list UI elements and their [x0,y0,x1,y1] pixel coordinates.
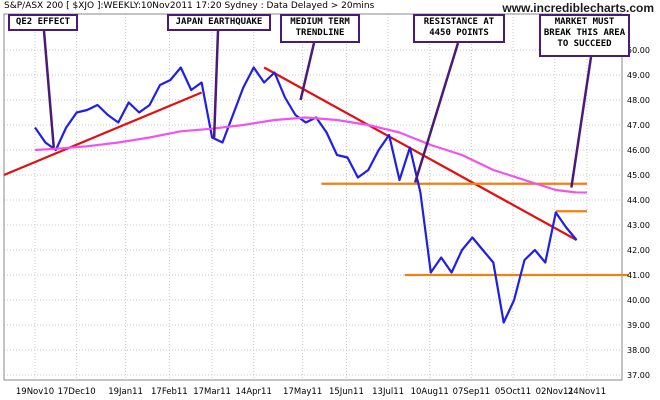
grid [4,14,622,380]
annotation-connectors [42,30,593,188]
y-tick-label: 44.00 [627,196,650,205]
trend-line [263,66,578,241]
trend-line [3,91,203,177]
x-tick-label: 24Nov11 [568,387,606,397]
y-tick-label: 45.00 [627,171,650,180]
y-tick-label: 40.00 [627,296,650,305]
x-tick-label: 14Apr11 [236,387,272,397]
x-tick-label: 17Mar11 [193,387,231,397]
y-tick-label: 42.00 [627,246,650,255]
x-tick-label: 19Nov10 [16,387,54,397]
x-tick-label: 17Dec10 [58,387,96,397]
annotation-connector [570,56,593,188]
reference-lines [3,66,629,277]
series-layer [34,66,578,324]
x-tick-label: 02Nov11 [536,387,574,397]
x-tick-label: 07Sep11 [453,387,491,397]
annotation-trendline: MEDIUM TERM TRENDLINE [280,14,360,43]
x-tick-label: 17Feb11 [151,387,188,397]
x-tick-label: 17May11 [283,387,322,397]
x-tick-label: 15Jun11 [329,387,364,397]
y-tick-label: 41.00 [627,271,650,280]
y-tick-label: 37.00 [627,371,650,380]
y-tick-label: 46.00 [627,146,650,155]
y-tick-label: 39.00 [627,321,650,330]
annotation-connector [299,42,316,101]
price-series-line [34,66,578,324]
y-tick-label: 38.00 [627,346,650,355]
y-tick-label: 48.00 [627,96,650,105]
annotation-connector [212,30,220,138]
axis-labels: 37.00 38.00 39.00 40.00 41.00 42.00 43.00 44.00… [16,46,650,397]
site-watermark: www.incrediblecharts.com [502,1,654,15]
y-tick-label: 43.00 [627,221,650,230]
y-tick-label: 49.00 [627,71,650,80]
annotation-qe2: QE2 EFFECT [8,14,78,31]
moving-average-line [34,116,577,194]
annotation-connector [413,42,460,183]
x-tick-label: 05Oct11 [495,387,531,397]
annotation-earthquake: JAPAN EARTHQUAKE [167,14,271,31]
annotation-connector [42,30,55,148]
annotation-market-break: MARKET MUST BREAK THIS AREA TO SUCCEED [539,14,630,57]
x-tick-label: 13Jul11 [372,387,404,397]
y-tick-label: 50.00 [627,46,650,55]
chart-header: S&P/ASX 200 [ $XJO ]:WEEKLY:10Nov2011 17… [4,1,375,11]
x-tick-label: 19Jan11 [108,387,143,397]
y-tick-label: 47.00 [627,121,650,130]
annotation-resistance: RESISTANCE AT 4450 POINTS [413,14,505,43]
x-tick-label: 10Aug11 [411,387,449,397]
